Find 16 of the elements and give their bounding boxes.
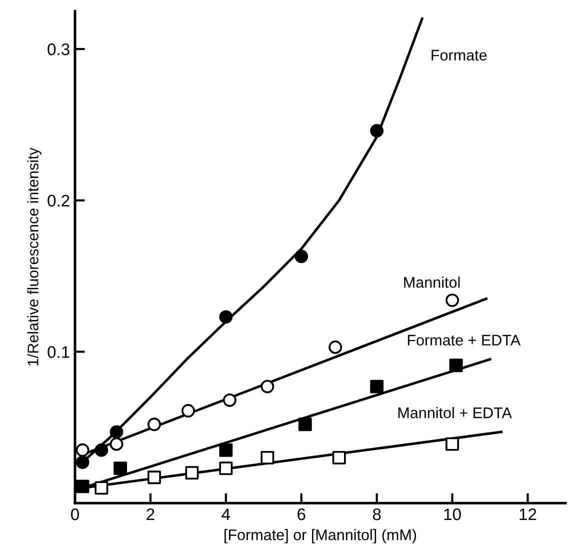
x-tick-label: 2 — [146, 508, 154, 520]
x-tick-label: 6 — [298, 508, 306, 520]
y-tick-label: 0.3 — [48, 43, 70, 56]
series-label: Mannitol + EDTA — [398, 407, 512, 418]
y-tick-label: 0.1 — [48, 346, 70, 358]
x-axis-title: [Formate] or [Mannitol] (mM) — [224, 529, 416, 544]
y-axis-title: 1/Relative fluorescence intensity — [27, 148, 42, 366]
series-label: Formate — [432, 50, 487, 61]
x-tick-label: 4 — [222, 508, 230, 520]
series-label: Formate + EDTA — [408, 334, 521, 346]
x-tick-label: 8 — [372, 508, 381, 520]
x-tick-label: 12 — [520, 508, 536, 520]
x-tick-label: 0 — [71, 508, 79, 520]
y-tick-label: 0.2 — [48, 194, 70, 207]
series-label: Mannitol — [404, 276, 460, 288]
x-tick-label: 10 — [444, 508, 461, 520]
